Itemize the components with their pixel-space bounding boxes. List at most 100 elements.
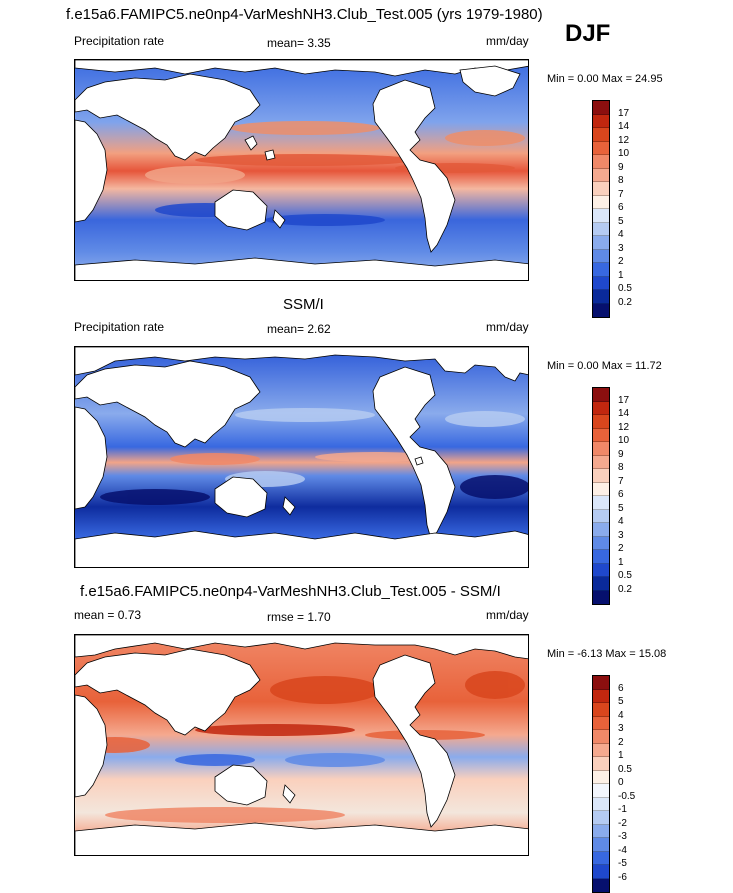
colorbar-swatch	[593, 401, 609, 415]
colorbar-swatch	[593, 101, 609, 115]
colorbar-swatch	[593, 236, 609, 250]
colorbar-swatch	[593, 770, 609, 784]
colorbar-tick-label: 0.2	[618, 296, 632, 308]
colorbar-tick-label: -5	[618, 858, 627, 869]
panel-obs-bands	[100, 408, 528, 505]
colorbar-swatch	[593, 128, 609, 142]
panel-diff-minmax: Min = -6.13 Max = 15.08	[547, 648, 667, 660]
colorbar-swatch	[593, 703, 609, 717]
panel-model-map	[74, 59, 529, 281]
colorbar-tick-label: 10	[618, 148, 630, 159]
colorbar-tick-label: 5	[618, 215, 624, 227]
colorbar-tick-label: 1	[618, 269, 624, 281]
season-label: DJF	[565, 20, 611, 47]
colorbar-swatch	[593, 249, 609, 263]
colorbar-swatch	[593, 689, 609, 703]
colorbar-tick-label: 6	[618, 489, 624, 500]
panel-model-continents	[75, 60, 528, 280]
panel-model-mean: mean= 3.35	[267, 36, 331, 50]
colorbar-swatch	[593, 851, 609, 865]
colorbar-tick-label: 14	[618, 121, 630, 132]
colorbar-swatch	[593, 563, 609, 577]
colorbar-tick-label: 4	[618, 229, 624, 240]
colorbar-tick-label: 7	[618, 475, 624, 487]
colorbar-swatch	[593, 195, 609, 209]
colorbar-tick-label: 4	[618, 709, 624, 721]
panel-diff-map	[74, 634, 529, 856]
colorbar-swatch	[593, 303, 609, 317]
panel-diff-title: f.e15a6.FAMIPC5.ne0np4-VarMeshNH3.Club_T…	[80, 583, 501, 600]
panel-obs-continents	[75, 347, 528, 567]
colorbar-tick-label: 17	[618, 107, 630, 119]
colorbar-swatch	[593, 550, 609, 564]
colorbar-tick-label: 8	[618, 462, 624, 473]
colorbar-tick-label: -3	[618, 831, 627, 842]
colorbar-tick-label: 8	[618, 175, 624, 186]
colorbar-swatch	[593, 824, 609, 838]
colorbar-swatch	[593, 865, 609, 879]
colorbar-swatch	[593, 590, 609, 604]
colorbar-tick-label: 9	[618, 161, 624, 173]
colorbar-swatch	[593, 388, 609, 402]
panel-diff-mean: mean = 0.73	[74, 608, 142, 622]
colorbar-tick-label: 5	[618, 696, 624, 707]
colorbar-swatch	[593, 168, 609, 182]
colorbar-tick-label: 1	[618, 556, 624, 568]
colorbar-tick-label: 0.5	[618, 283, 632, 294]
colorbar-tick-label: 6	[618, 202, 624, 213]
colorbar-swatch	[593, 523, 609, 537]
colorbar-swatch	[593, 209, 609, 223]
colorbar-swatch	[593, 716, 609, 730]
colorbar-tick-label: 0.5	[618, 763, 632, 775]
colorbar-swatch	[593, 141, 609, 155]
colorbar-tick-label: 14	[618, 408, 630, 419]
panel-obs-map	[74, 346, 529, 568]
panel-obs-units: mm/day	[486, 320, 529, 334]
colorbar-swatch	[593, 757, 609, 771]
colorbar-tick-label: -4	[618, 844, 627, 856]
panel-model-colorbar	[592, 100, 610, 318]
colorbar-swatch	[593, 811, 609, 825]
colorbar-tick-label: 0.5	[618, 570, 632, 581]
colorbar-swatch	[593, 577, 609, 591]
colorbar-tick-label: 5	[618, 502, 624, 514]
colorbar-tick-label: -1	[618, 804, 627, 815]
colorbar-swatch	[593, 290, 609, 304]
colorbar-swatch	[593, 784, 609, 798]
colorbar-tick-label: 7	[618, 188, 624, 200]
colorbar-tick-label: 10	[618, 435, 630, 446]
colorbar-tick-label: 12	[618, 134, 630, 146]
colorbar-tick-label: -6	[618, 871, 627, 883]
panel-model-units: mm/day	[486, 34, 529, 48]
colorbar-swatch	[593, 455, 609, 469]
colorbar-swatch	[593, 536, 609, 550]
colorbar-tick-label: 0	[618, 777, 624, 788]
panel-obs-title: SSM/I	[283, 296, 324, 313]
colorbar-tick-label: 3	[618, 242, 624, 254]
panel-obs-left-label: Precipitation rate	[74, 320, 165, 334]
colorbar-tick-label: 3	[618, 529, 624, 541]
colorbar-swatch	[593, 469, 609, 483]
colorbar-swatch	[593, 182, 609, 196]
colorbar-swatch	[593, 155, 609, 169]
colorbar-tick-label: -0.5	[618, 790, 636, 802]
colorbar-swatch	[593, 428, 609, 442]
colorbar-swatch	[593, 730, 609, 744]
colorbar-tick-label: 2	[618, 736, 624, 748]
colorbar-tick-label: 2	[618, 543, 624, 554]
panel-obs-colorbar	[592, 387, 610, 605]
colorbar-swatch	[593, 442, 609, 456]
panel-obs-map-svg	[75, 347, 528, 567]
panel-model-map-svg	[75, 60, 528, 280]
colorbar-swatch	[593, 496, 609, 510]
panel-model-minmax: Min = 0.00 Max = 24.95	[547, 73, 663, 85]
panel-model-left-label: Precipitation rate	[74, 34, 165, 48]
panel-obs-mean: mean= 2.62	[267, 322, 331, 336]
colorbar-swatch	[593, 509, 609, 523]
colorbar-swatch	[593, 676, 609, 690]
colorbar-tick-label: 9	[618, 448, 624, 460]
colorbar-swatch	[593, 482, 609, 496]
colorbar-tick-label: 4	[618, 516, 624, 527]
colorbar-tick-label: 12	[618, 421, 630, 433]
colorbar-swatch	[593, 114, 609, 128]
